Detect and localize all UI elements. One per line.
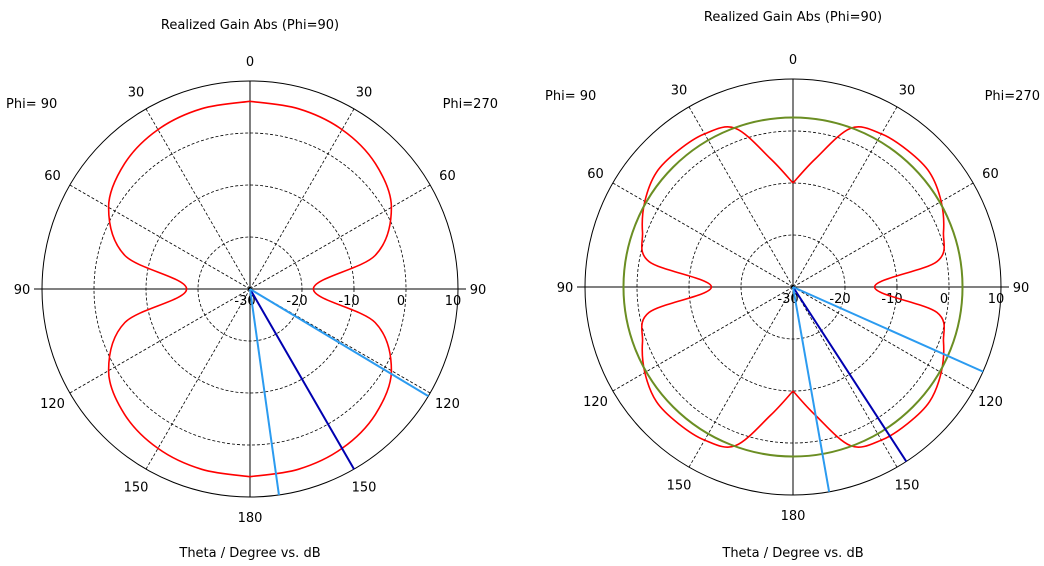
angle-label: 30 — [356, 86, 373, 101]
marker-line — [792, 286, 908, 462]
angle-label: 90 — [557, 281, 574, 296]
pattern-curve-right — [792, 126, 946, 448]
angle-label: 90 — [470, 283, 487, 298]
angle-label: 150 — [124, 480, 149, 495]
reference-circle — [622, 116, 964, 458]
angle-label: 150 — [895, 478, 920, 493]
angle-label: 0 — [246, 55, 254, 70]
polar-chart-right: Realized Gain Abs (Phi=90) Phi= 90 Phi=2… — [545, 10, 1040, 561]
phi-right-label: Phi=270 — [985, 89, 1040, 104]
angle-label: 60 — [982, 167, 999, 182]
phi-left-label: Phi= 90 — [545, 89, 596, 104]
angle-label: 60 — [587, 167, 604, 182]
angle-label: 120 — [435, 397, 460, 412]
angle-label: 90 — [1013, 281, 1030, 296]
angle-label: 30 — [899, 84, 916, 99]
angle-label: 180 — [238, 511, 263, 526]
angle-label: 150 — [352, 480, 377, 495]
radial-tick-label: -20 — [829, 292, 850, 307]
angle-label: 180 — [781, 509, 806, 524]
radial-tick-label: -30 — [777, 292, 798, 307]
radial-tick-label: -10 — [881, 292, 902, 307]
angle-label: 60 — [439, 169, 456, 184]
radial-tick-label: 0 — [940, 292, 948, 307]
phi-right-label: Phi=270 — [443, 97, 498, 112]
angle-label: 30 — [671, 84, 688, 99]
radial-tick-label: 10 — [445, 294, 462, 309]
radial-tick-label: -20 — [286, 294, 307, 309]
marker-line — [249, 288, 280, 496]
grid-spoke — [792, 182, 974, 288]
radial-tick-label: -10 — [338, 294, 359, 309]
pattern-curve-left — [107, 100, 251, 478]
angle-label: 120 — [583, 395, 608, 410]
angle-label: 30 — [128, 86, 145, 101]
chart-title: Realized Gain Abs (Phi=90) — [704, 10, 882, 25]
angle-label: 120 — [978, 395, 1003, 410]
x-axis-label: Theta / Degree vs. dB — [721, 546, 863, 561]
pattern-curve-left — [640, 126, 794, 448]
radial-tick-label: 0 — [397, 294, 405, 309]
angle-label: 120 — [40, 397, 65, 412]
grid-spoke — [249, 108, 355, 290]
polar-grid — [34, 80, 466, 498]
chart-title: Realized Gain Abs (Phi=90) — [161, 18, 339, 33]
angle-label: 90 — [14, 283, 31, 298]
phi-left-label: Phi= 90 — [6, 97, 57, 112]
angle-label: 60 — [44, 169, 61, 184]
marker-line — [792, 286, 984, 373]
angle-label: 150 — [667, 478, 692, 493]
angle-label: 0 — [789, 53, 797, 68]
x-axis-label: Theta / Degree vs. dB — [178, 546, 320, 561]
radial-tick-label: 10 — [988, 292, 1005, 307]
polar-chart-left: Realized Gain Abs (Phi=90) Phi= 90 Phi=2… — [6, 18, 498, 561]
marker-line — [249, 288, 429, 397]
marker-line — [249, 288, 355, 470]
marker-line — [792, 286, 831, 493]
